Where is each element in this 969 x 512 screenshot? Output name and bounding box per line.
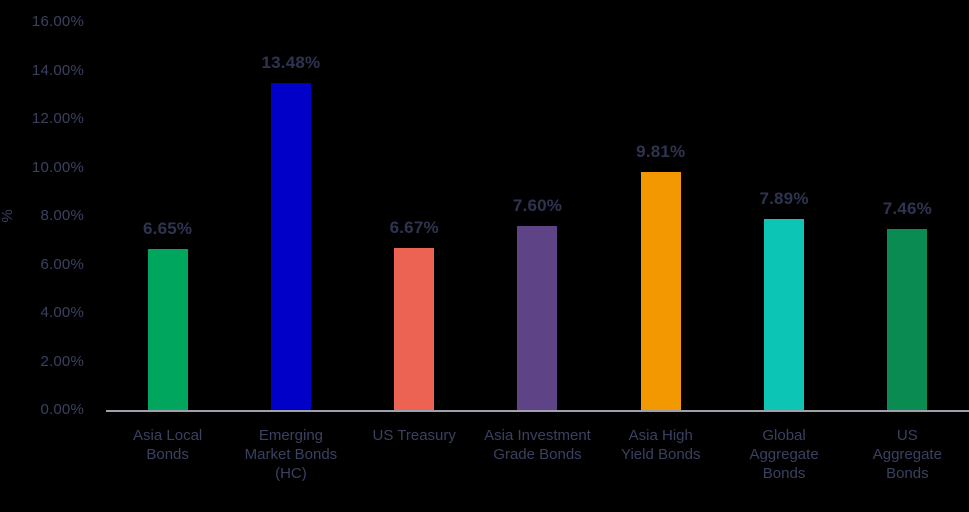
x-category-label: Asia High Yield Bonds <box>621 427 701 463</box>
bar-value-label: 7.60% <box>512 195 563 215</box>
x-category-label: Asia Local Bonds <box>133 427 203 463</box>
y-tick-label: 8.00% <box>40 207 84 224</box>
bar <box>764 218 805 410</box>
bar-slot: 13.48% Emerging Market Bonds (HC) <box>229 0 352 482</box>
bar-value-label: 6.67% <box>389 218 439 238</box>
bar <box>517 225 558 410</box>
x-category-label: US Treasury <box>372 427 456 444</box>
y-tick-label: 10.00% <box>31 158 84 176</box>
x-category-label: Asia Investment Grade Bonds <box>484 427 591 463</box>
y-tick-label: 0.00% <box>40 401 84 418</box>
bar <box>270 83 311 410</box>
y-tick-label: 6.00% <box>40 255 84 273</box>
bar-value-label: 9.81% <box>636 142 686 162</box>
y-tick-label: 14.00% <box>31 61 84 79</box>
bar-slot: 7.89% Global Aggregate Bonds <box>722 0 845 482</box>
bar-value-label: 6.65% <box>143 218 193 238</box>
bar-slot: 7.46% US Aggregate Bonds <box>846 0 969 482</box>
y-tick-label: 12.00% <box>31 110 84 127</box>
bar <box>147 248 188 410</box>
plot-area: 6.65% Asia Local Bonds 13.48% Emerging Mark… <box>106 0 969 482</box>
bar-value-label: 7.89% <box>759 188 809 208</box>
y-axis: 0.00% 2.00% 4.00% 6.00% 8.00% 10.00% 12.00% 14.… <box>0 0 84 418</box>
bar-value-label: 13.48% <box>261 53 321 73</box>
bar-slot: 6.65% Asia Local Bonds <box>106 0 229 463</box>
bar <box>640 172 681 410</box>
bar-slot: 6.67% US Treasury <box>353 0 476 444</box>
y-tick-label: 4.00% <box>40 304 84 321</box>
x-category-label: US Aggregate Bonds <box>872 427 942 482</box>
bar-value-label: 7.46% <box>882 199 932 219</box>
bar <box>887 229 928 410</box>
x-category-label: Global Aggregate Bonds <box>749 427 819 482</box>
x-category-label: Emerging Market Bonds (HC) <box>244 427 338 482</box>
bar-slot: 9.81% Asia High Yield Bonds <box>599 0 722 463</box>
y-tick-label: 2.00% <box>40 352 84 370</box>
bar-slot: 7.60% Asia Investment Grade Bonds <box>476 0 599 463</box>
bar <box>394 248 435 410</box>
y-tick-label: 16.00% <box>31 13 84 30</box>
